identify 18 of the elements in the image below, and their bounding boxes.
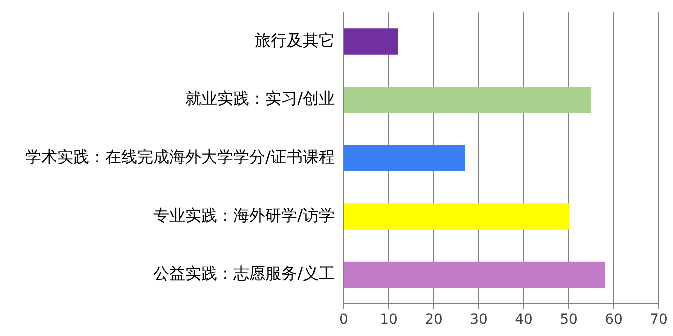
x-tick-label: 20	[425, 312, 443, 328]
y-tick-label: 专业实践：海外研学/访学	[154, 206, 335, 225]
bar	[344, 28, 398, 55]
y-tick-label: 就业实践：实习/创业	[186, 89, 335, 108]
bar	[344, 204, 569, 230]
x-tick-label: 70	[650, 312, 668, 328]
bar	[344, 145, 466, 172]
x-tick-label: 0	[340, 312, 348, 328]
x-tick-label: 60	[605, 312, 623, 328]
x-tick-label: 50	[560, 312, 578, 328]
y-tick-label: 公益实践：志愿服务/义工	[154, 264, 335, 284]
bar	[344, 262, 605, 288]
x-tick-label: 30	[470, 312, 488, 328]
y-tick-label: 旅行及其它	[255, 30, 335, 50]
y-tick-label: 学术实践：在线完成海外大学学分/证书课程	[26, 148, 335, 167]
x-tick-label: 10	[380, 312, 398, 328]
bar	[344, 86, 592, 114]
x-tick-label: 40	[515, 312, 533, 328]
